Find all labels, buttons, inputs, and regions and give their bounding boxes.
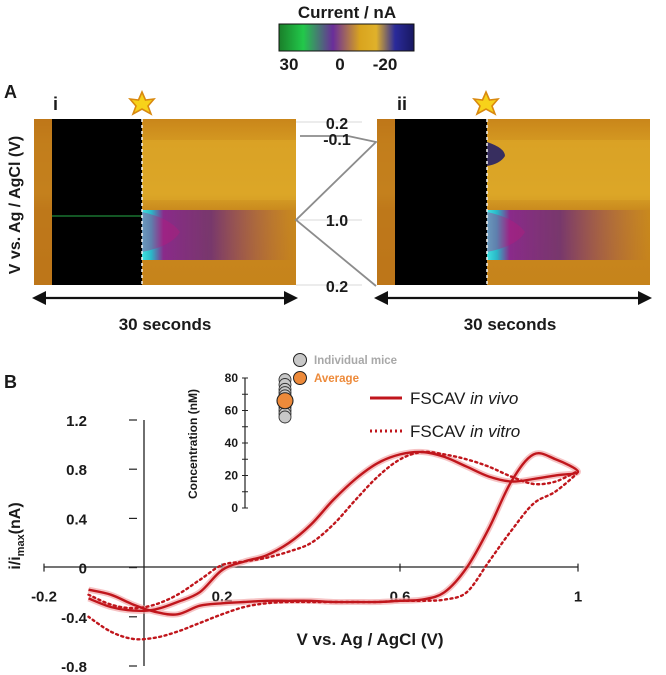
colorbar-tick-30: 30 [280,55,299,74]
inset-legend-individual-marker [293,353,307,367]
voltage-label-neg0.1: -0.1 [323,132,351,149]
cv-legend: FSCAV in vivo FSCAV in vitro [370,389,520,441]
voltage-label-0.2-bottom: 0.2 [326,279,348,296]
cv-y-tick-label: 1.2 [66,413,87,430]
time-arrow-ii [374,291,652,305]
panel-a-label: A [4,82,17,102]
inset-y-axis-label: Concentration (nM) [186,389,200,499]
time-label-i: 30 seconds [119,315,212,334]
heatmap-i [34,119,296,285]
cv-series-in-vivo [88,450,580,616]
cv-y-tick-label: 0 [79,561,87,578]
inset-y-tick-label: 0 [231,501,238,515]
cv-plot: -0.2 0.2 0.6 11.20.80.40-0.4-0.8 [31,413,582,675]
cv-y-tick-label: 0.8 [66,462,87,479]
inset-y-tick-label: 80 [225,371,239,385]
legend-in-vivo: FSCAV in vivo [410,389,518,408]
cv-y-tick-label: 0.4 [66,511,88,528]
heatmap-ii-label: ii [397,94,407,114]
stimulation-star-icon [128,90,156,116]
cv-x-tick-label: -0.2 [31,589,57,606]
voltage-label-1.0: 1.0 [326,213,348,230]
inset-y-tick-label: 20 [225,469,239,483]
inset-legend-individual: Individual mice [314,355,397,367]
colorbar-gradient [278,23,415,52]
cv-x-axis-label: V vs. Ag / AgCl (V) [296,630,443,649]
time-arrow-i [32,291,298,305]
cv-y-tick-label: -0.4 [61,610,88,627]
cv-y-axis-label: i/imax(nA) [7,502,27,569]
stimulation-star-icon [472,90,500,116]
inset-point-average [276,392,294,410]
heatmap-i-label: i [53,94,58,114]
inset-legend-average: Average [314,373,359,385]
colorbar-tick-neg20: -20 [373,55,398,74]
waveform-guide [294,121,378,287]
colorbar-title: Current / nA [298,3,396,22]
time-label-ii: 30 seconds [464,315,557,334]
inset-legend-average-marker [293,371,307,385]
panel-b-label: B [4,372,17,392]
legend-in-vitro: FSCAV in vitro [410,422,520,441]
inset-y-tick-label: 40 [225,436,239,450]
inset-plot: 0 20 40 60 80 [225,371,294,515]
cv-y-tick-label: -0.8 [61,659,87,675]
panel-a-y-axis-label: V vs. Ag / AgCl (V) [7,136,24,274]
cv-x-tick-label: 1 [574,589,582,606]
colorbar-tick-0: 0 [335,55,344,74]
cv-series-in-vitro [87,450,580,641]
inset-point-individual [278,410,292,424]
cv-series-band-in-vivo [87,448,581,618]
inset-y-tick-label: 60 [225,404,239,418]
heatmap-ii [377,119,650,285]
voltage-label-0.2-top: 0.2 [326,116,348,133]
